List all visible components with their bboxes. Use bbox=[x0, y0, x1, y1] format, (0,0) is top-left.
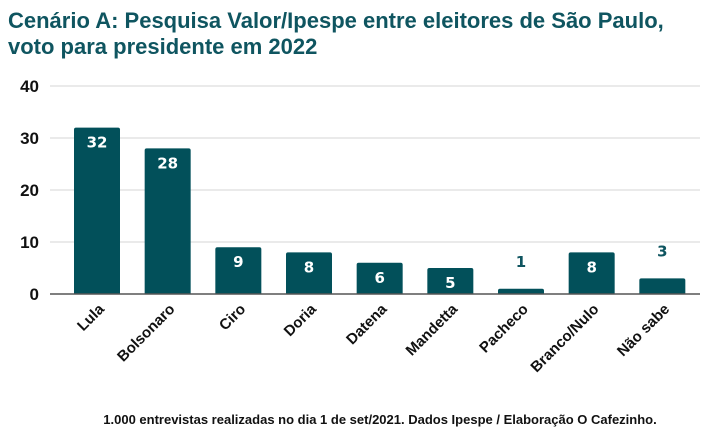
bar bbox=[286, 252, 332, 294]
bar bbox=[356, 262, 403, 294]
data-label: 9 bbox=[233, 253, 243, 271]
data-label: 28 bbox=[157, 154, 178, 172]
data-label: 3 bbox=[657, 242, 667, 260]
x-tick-label: Doria bbox=[281, 300, 321, 340]
chart-title: Cenário A: Pesquisa Valor/Ipespe entre e… bbox=[8, 8, 664, 59]
x-tick-label: Pacheco bbox=[476, 301, 532, 357]
data-label: 5 bbox=[445, 274, 455, 292]
data-label: 8 bbox=[304, 258, 314, 276]
data-label: 32 bbox=[87, 134, 108, 152]
x-tick-label: Bolsonaro bbox=[114, 301, 178, 365]
x-tick-label: Datena bbox=[343, 300, 391, 348]
y-tick-label: 10 bbox=[20, 233, 39, 252]
bar bbox=[74, 127, 120, 294]
data-label: 8 bbox=[586, 258, 596, 276]
bar bbox=[427, 268, 474, 294]
bar bbox=[568, 252, 615, 294]
x-tick-label: Mandetta bbox=[403, 300, 462, 359]
bar bbox=[144, 148, 191, 294]
y-tick-label: 40 bbox=[20, 77, 39, 96]
x-tick-label: Branco/Nulo bbox=[527, 301, 602, 376]
x-tick-label: Ciro bbox=[216, 301, 249, 334]
data-label: 1 bbox=[516, 253, 526, 271]
data-label: 6 bbox=[374, 269, 384, 287]
y-tick-label: 20 bbox=[20, 181, 39, 200]
y-tick-label: 30 bbox=[20, 129, 39, 148]
bar bbox=[215, 247, 262, 294]
bar bbox=[498, 288, 544, 294]
y-tick-label: 0 bbox=[30, 285, 39, 304]
x-tick-label: Lula bbox=[74, 300, 108, 334]
x-tick-label: Não sabe bbox=[614, 301, 673, 360]
chart-footer-note: 1.000 entrevistas realizadas no dia 1 de… bbox=[103, 412, 657, 427]
bar bbox=[639, 278, 686, 294]
